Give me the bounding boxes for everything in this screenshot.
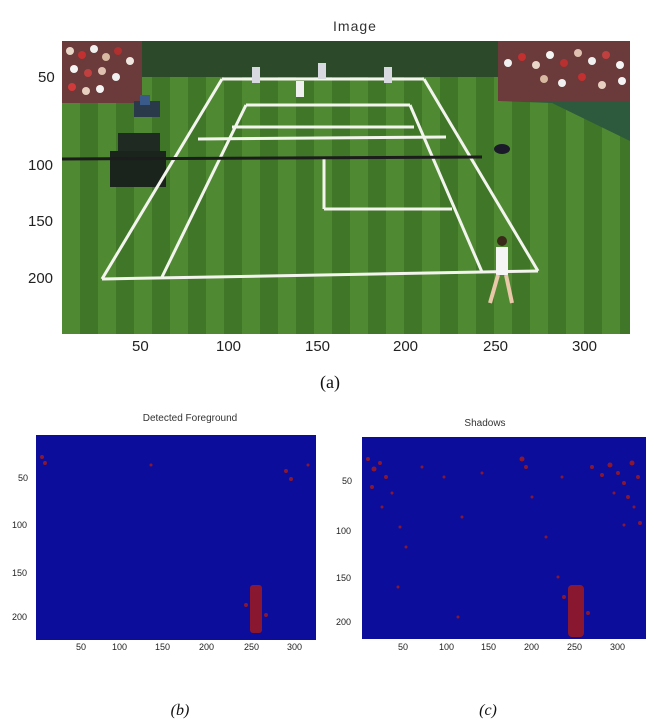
umpire-chair	[110, 95, 166, 187]
crowd-right	[498, 41, 630, 141]
foreground-mask-map	[36, 435, 316, 640]
panel-c-ytick: 150	[336, 573, 352, 583]
panel-c-xtick: 100	[439, 642, 455, 652]
panel-c-xtick: 50	[398, 642, 409, 652]
near-player	[488, 236, 514, 304]
tennis-court-image	[62, 41, 630, 334]
panel-b-caption: (b)	[170, 702, 190, 719]
panel-c-caption: (c)	[479, 702, 497, 719]
panel-b-xtick: 150	[155, 642, 171, 652]
panel-a-ytick: 100	[28, 157, 54, 174]
panel-c-ytick: 100	[336, 526, 352, 536]
panel-b-ytick: 50	[18, 473, 29, 483]
net	[62, 155, 483, 161]
panel-b-xtick: 200	[199, 642, 215, 652]
panel-b-title: Detected Foreground	[142, 413, 238, 424]
panel-c-ytick: 200	[336, 617, 352, 627]
panel-b-ytick: 200	[12, 612, 28, 622]
panel-b-xtick: 250	[244, 642, 260, 652]
shadow-detections	[366, 456, 642, 637]
panel-a-title: Image	[333, 18, 377, 34]
panel-c-xtick: 200	[524, 642, 540, 652]
foreground-detections	[40, 455, 310, 633]
ball-kid	[494, 144, 510, 154]
panel-a-ytick: 200	[28, 270, 54, 287]
panel-b-ytick: 150	[12, 568, 28, 578]
panel-a-xtick: 150	[305, 338, 331, 355]
crowd-left	[62, 41, 142, 103]
far-players	[252, 63, 392, 97]
panel-b-xtick: 100	[112, 642, 128, 652]
panel-a-caption: (a)	[320, 372, 340, 392]
panel-b-ytick: 100	[12, 520, 28, 530]
panel-c-xtick: 150	[481, 642, 497, 652]
panel-b-xtick: 50	[76, 642, 87, 652]
panel-a-xtick: 250	[483, 338, 509, 355]
panel-b-xtick: 300	[287, 642, 303, 652]
shadow-mask-map	[362, 437, 646, 639]
panel-a-xtick: 300	[572, 338, 598, 355]
panel-c-ytick: 50	[342, 476, 353, 486]
panel-c-title: Shadows	[464, 418, 506, 429]
panel-a-ytick: 50	[38, 69, 55, 86]
panel-a-ytick: 150	[28, 213, 54, 230]
panel-a-xtick: 200	[393, 338, 419, 355]
panel-c-xtick: 250	[567, 642, 583, 652]
panel-a-xtick: 100	[216, 338, 242, 355]
panel-c-xtick: 300	[610, 642, 626, 652]
panel-a-xtick: 50	[132, 338, 149, 355]
